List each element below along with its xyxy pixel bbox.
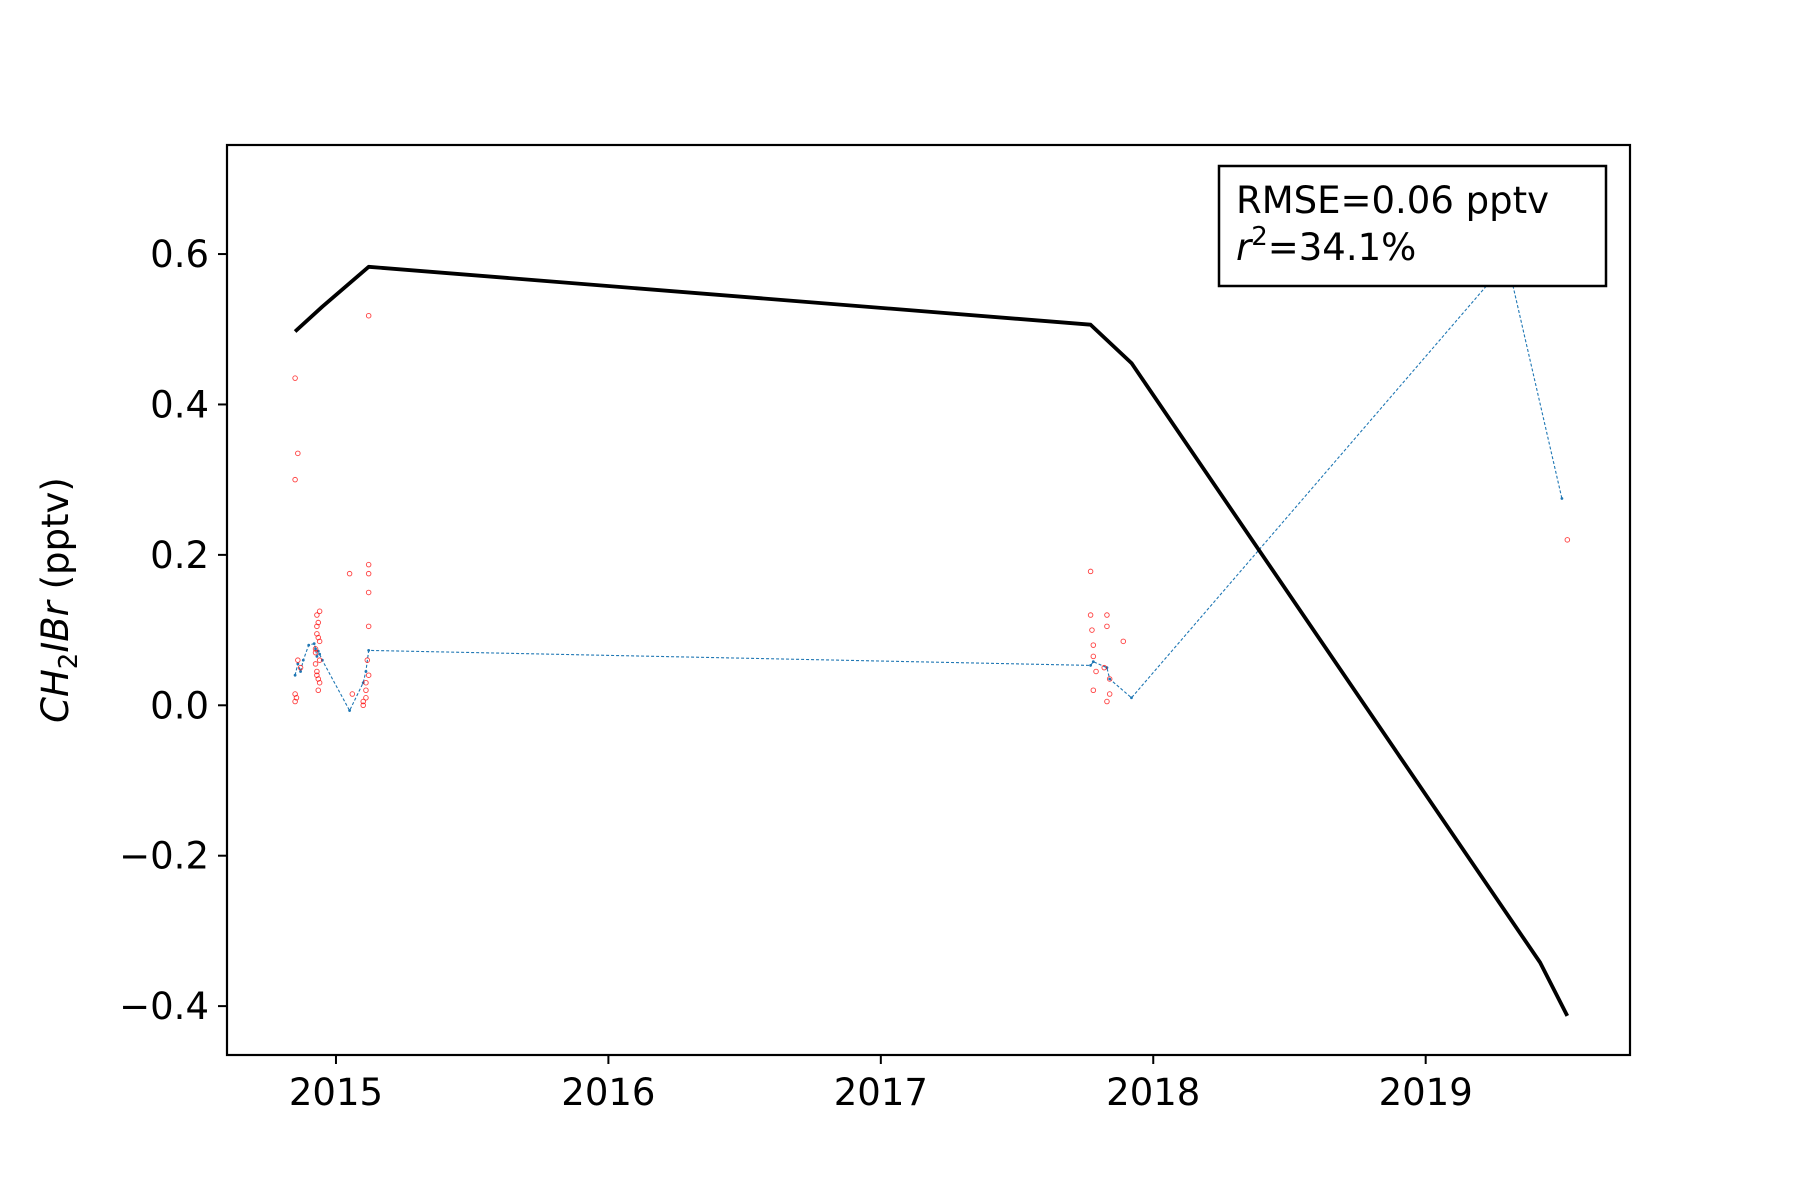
x-tick-label: 2015 xyxy=(289,1071,383,1114)
observation-point xyxy=(1089,627,1095,633)
observation-point xyxy=(316,657,323,663)
observation-point xyxy=(297,664,304,671)
x-tick-label: 2019 xyxy=(1379,1071,1473,1114)
model-point xyxy=(301,658,305,662)
plot-frame xyxy=(225,143,1632,1057)
model-point xyxy=(364,670,368,673)
observation-point xyxy=(365,672,372,678)
observation-point xyxy=(312,646,319,652)
stats-r-value: =34.1% xyxy=(1268,226,1417,269)
observation-point xyxy=(315,687,322,693)
model-point xyxy=(293,673,297,677)
y-axis-label-base: CH xyxy=(34,669,77,723)
model-point xyxy=(1560,497,1564,500)
observation-point xyxy=(1087,568,1094,575)
series-layer xyxy=(292,260,1571,1017)
x-tick-label: 2016 xyxy=(561,1071,655,1114)
observation-point xyxy=(363,679,369,686)
observation-point xyxy=(365,623,372,630)
observation-point xyxy=(346,570,353,577)
observation-point xyxy=(1106,691,1113,697)
observation-point xyxy=(292,691,298,697)
y-axis: 0.6 0.4 0.2 0.0 −0.2 −0.4 xyxy=(119,233,227,1028)
model-point xyxy=(348,709,351,712)
observation-point xyxy=(365,561,372,568)
observation-point xyxy=(1090,642,1097,648)
observation-point xyxy=(1087,612,1094,618)
model-line xyxy=(294,260,1563,712)
observation-point xyxy=(1564,537,1571,543)
y-axis-label: CH2IBr (pptv) xyxy=(34,477,84,723)
observation-point xyxy=(314,612,320,618)
observation-point xyxy=(1101,664,1107,671)
observation-point xyxy=(316,608,323,615)
y-tick-label: 0.6 xyxy=(150,233,209,276)
observation-point xyxy=(1106,676,1113,682)
observation-point xyxy=(292,476,298,483)
model-point xyxy=(1108,677,1112,681)
model-point xyxy=(367,648,371,652)
y-axis-label-unit: (pptv) xyxy=(34,477,77,601)
observation-point xyxy=(1120,638,1127,645)
observation-point xyxy=(315,676,322,682)
stats-r-superscript: 2 xyxy=(1251,222,1268,252)
observation-point xyxy=(316,638,323,645)
stats-r-symbol: r xyxy=(1236,226,1254,269)
y-axis-label-subscript: 2 xyxy=(54,653,84,670)
observation-point xyxy=(292,698,298,705)
observation-point xyxy=(1104,623,1110,630)
model-point xyxy=(299,670,302,673)
observation-point xyxy=(363,695,369,701)
model-point xyxy=(314,647,317,651)
y-tick-label: 0.0 xyxy=(150,684,209,727)
y-tick-label: 0.4 xyxy=(150,383,209,426)
observation-point xyxy=(360,698,366,705)
observation-point xyxy=(365,589,372,596)
model-point xyxy=(1130,696,1133,700)
observation-point xyxy=(315,619,322,626)
stats-box: RMSE=0.06 pptv r2=34.1% xyxy=(1217,164,1608,288)
x-tick-label: 2018 xyxy=(1106,1071,1200,1114)
observation-point xyxy=(295,450,301,457)
observation-point xyxy=(1104,612,1110,618)
observation-point xyxy=(365,570,372,577)
model-point xyxy=(307,643,311,647)
y-tick-label: −0.4 xyxy=(119,985,209,1028)
y-tick-label: 0.2 xyxy=(150,534,209,577)
x-tick-label: 2017 xyxy=(834,1071,928,1114)
model-point xyxy=(315,655,319,658)
observation-point xyxy=(295,657,301,663)
observation-point xyxy=(312,661,319,667)
model-point xyxy=(296,662,300,666)
y-tick-label: −0.2 xyxy=(119,835,209,878)
observation-point xyxy=(360,702,366,709)
stats-r-squared: r2=34.1% xyxy=(1236,222,1416,269)
observation-point xyxy=(1090,653,1097,660)
y-axis-label-rest: IBr xyxy=(34,598,77,652)
model-point xyxy=(1091,660,1095,664)
observation-point xyxy=(365,312,372,319)
model-point xyxy=(318,652,322,656)
observation-point xyxy=(1093,668,1099,675)
stats-rmse: RMSE=0.06 pptv xyxy=(1236,179,1549,222)
plot-area xyxy=(292,260,1571,1017)
observation-point xyxy=(1104,698,1110,705)
model-point xyxy=(1089,664,1092,667)
observation-point xyxy=(314,668,320,675)
observation-point xyxy=(349,691,356,697)
model-point xyxy=(312,642,316,646)
x-axis: 2015 2016 2017 2018 2019 xyxy=(289,1055,1473,1114)
stats-box-frame xyxy=(1217,164,1608,288)
observation-point xyxy=(312,649,319,656)
observation-point xyxy=(364,657,371,663)
observation-point xyxy=(1090,687,1097,693)
observation-point xyxy=(363,687,369,693)
trend-line xyxy=(293,264,1569,1017)
observation-point xyxy=(292,375,298,381)
